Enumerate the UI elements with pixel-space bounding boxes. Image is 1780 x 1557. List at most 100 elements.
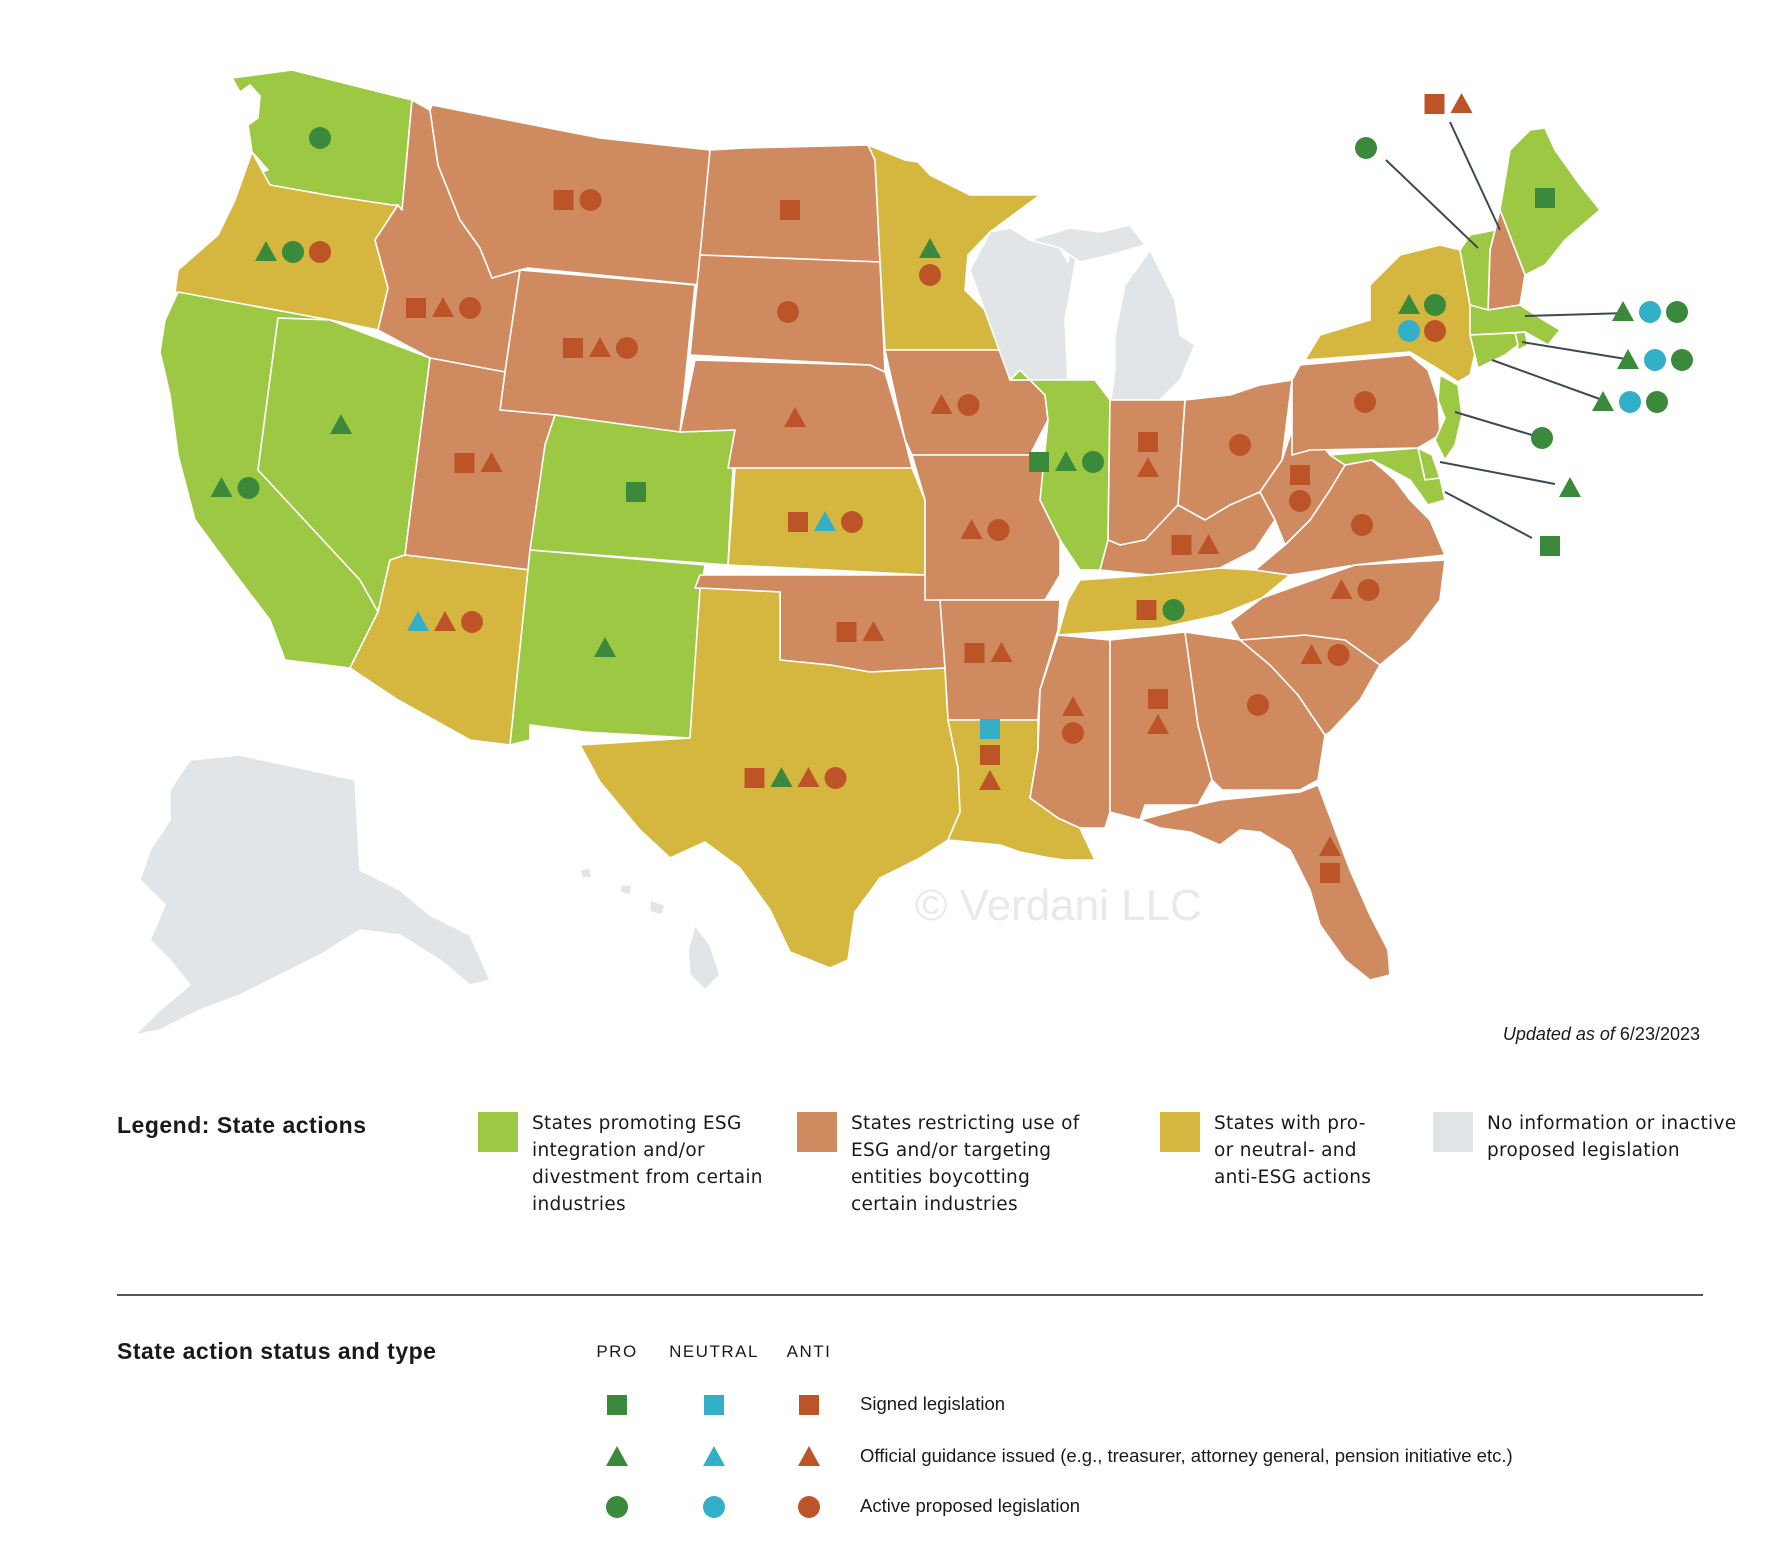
leader-lines [1385, 121, 1633, 539]
marker-pennsylvania-anti-circle [1354, 391, 1376, 413]
marker-alabama-anti-triangle [1147, 714, 1169, 734]
marker-utah-anti-triangle [480, 452, 503, 472]
marker-montana-anti-square [553, 190, 574, 210]
marker-nebraska-anti-triangle [784, 407, 806, 427]
marker-georgia-anti-circle [1247, 694, 1269, 716]
status-row-label-square: Signed legislation [860, 1393, 1006, 1414]
legend-swatch-mixed [1160, 1112, 1200, 1152]
marker-new-mexico-pro-triangle [594, 637, 616, 657]
marker-massachusetts-pro-triangle [1612, 301, 1634, 321]
marker-texas-anti-square [744, 768, 765, 788]
marker-mississippi-anti-circle [1062, 722, 1084, 744]
marker-south-carolina-anti-triangle [1300, 644, 1323, 664]
status-row-label-circle: Active proposed legislation [860, 1495, 1081, 1516]
legend-line: integration and/or [532, 1140, 705, 1161]
legend-line: divestment from certain [532, 1167, 763, 1188]
state-minnesota[interactable] [867, 144, 1041, 351]
status-symbol-anti-square [799, 1395, 819, 1415]
leader-line-connecticut [1491, 359, 1609, 403]
marker-alabama-anti-square [1148, 689, 1168, 709]
state-connecticut[interactable] [1469, 332, 1519, 369]
state-hawaii[interactable] [579, 867, 721, 991]
leader-line-delaware [1439, 461, 1556, 485]
marker-kansas-neutral-triangle [814, 511, 836, 531]
legend-line: ESG and/or targeting [851, 1140, 1052, 1161]
legend-line: entities boycotting [851, 1167, 1031, 1188]
marker-arizona-anti-triangle [434, 611, 456, 631]
marker-massachusetts-neutral-circle [1639, 301, 1661, 323]
legend-swatch-pro [478, 1112, 518, 1152]
marker-delaware-pro-triangle [1559, 477, 1581, 497]
state-north-carolina[interactable] [1229, 559, 1446, 666]
status-symbol-pro-triangle [606, 1446, 628, 1466]
marker-rhode-island-neutral-circle [1644, 349, 1666, 371]
marker-wyoming-anti-square [563, 338, 583, 358]
marker-arizona-anti-circle [461, 611, 483, 633]
status-column-anti: ANTI [786, 1342, 832, 1361]
legend-text-anti: States restricting use of ESG and/or targ… [851, 1110, 1080, 1218]
marker-west-virginia-anti-square [1290, 465, 1310, 485]
status-mark-anti-triangle [798, 1446, 820, 1466]
marker-new-york-neutral-circle [1398, 320, 1420, 342]
status-symbol-anti-triangle [798, 1446, 820, 1466]
marker-iowa-anti-triangle [930, 394, 953, 414]
status-mark-neutral-square [704, 1395, 724, 1415]
status-row-label-triangle: Official guidance issued (e.g., treasure… [860, 1445, 1513, 1466]
marker-mississippi-anti-triangle [1062, 696, 1084, 716]
marker-wyoming-anti-triangle [589, 337, 611, 357]
marker-utah-anti-square [454, 453, 475, 473]
state-maryland[interactable] [1329, 447, 1446, 506]
legend-item-none: No information or inactive proposed legis… [1433, 1110, 1736, 1164]
marker-indiana-anti-square [1138, 432, 1158, 452]
marker-minnesota-pro-triangle [919, 238, 941, 258]
marker-louisiana-anti-triangle [979, 770, 1001, 790]
marker-minnesota-anti-circle [919, 264, 941, 286]
marker-arkansas-anti-square [964, 643, 985, 663]
leader-line-rhode-island [1521, 341, 1633, 361]
state-new-jersey[interactable] [1434, 374, 1463, 461]
marker-oregon-pro-triangle [255, 241, 277, 261]
marker-kentucky-anti-triangle [1197, 534, 1220, 554]
state-michigan[interactable] [1029, 224, 1196, 406]
status-mark-pro-triangle [606, 1446, 628, 1466]
state-florida[interactable] [1139, 784, 1391, 981]
state-alaska[interactable] [134, 754, 491, 1036]
marker-maine-pro-square [1535, 188, 1555, 208]
marker-new-jersey-pro-circle [1531, 427, 1553, 449]
status-symbol-neutral-triangle [703, 1446, 725, 1466]
marker-vermont-pro-circle [1355, 137, 1377, 159]
marker-illinois-pro-triangle [1055, 451, 1077, 471]
marker-kansas-anti-circle [841, 511, 863, 533]
legend-line: certain industries [851, 1194, 1018, 1215]
legend-text-mixed: States with pro-or neutral- and anti-ESG … [1214, 1110, 1371, 1191]
marker-idaho-anti-circle [459, 297, 481, 319]
status-symbol-pro-circle [606, 1496, 628, 1518]
marker-florida-anti-triangle [1319, 836, 1341, 856]
state-texas[interactable] [579, 587, 961, 969]
marker-ohio-anti-circle [1229, 434, 1251, 456]
status-mark-anti-circle [798, 1496, 820, 1518]
state-missouri[interactable] [911, 454, 1061, 601]
legend-title: Legend: State actions [117, 1112, 367, 1138]
state-shapes [134, 69, 1601, 1036]
status-mark-neutral-triangle [703, 1446, 725, 1466]
legend-line: No information or inactive [1487, 1113, 1737, 1134]
marker-maryland-pro-square [1540, 536, 1560, 556]
marker-kentucky-anti-square [1171, 535, 1192, 555]
marker-tennessee-anti-square [1136, 600, 1157, 620]
marker-montana-anti-circle [579, 189, 602, 211]
marker-louisiana-anti-square [980, 745, 1000, 765]
updated-note: Updated as of 6/23/2023 [1200, 1024, 1700, 1045]
legend-line: industries [532, 1194, 626, 1215]
marker-arkansas-anti-triangle [990, 642, 1013, 662]
marker-arizona-neutral-triangle [407, 611, 429, 631]
marker-indiana-anti-triangle [1137, 457, 1159, 477]
marker-nevada-pro-triangle [330, 414, 352, 434]
legend-item-pro: States promoting ESG integration and/or di… [478, 1110, 763, 1218]
divider [117, 1294, 1703, 1296]
status-mark-anti-square [799, 1395, 819, 1415]
marker-illinois-pro-square [1029, 452, 1049, 472]
marker-oklahoma-anti-square [836, 622, 857, 642]
marker-louisiana-neutral-square [980, 719, 1000, 739]
legend-item-anti: States restricting use of ESG and/or targ… [797, 1110, 1080, 1218]
